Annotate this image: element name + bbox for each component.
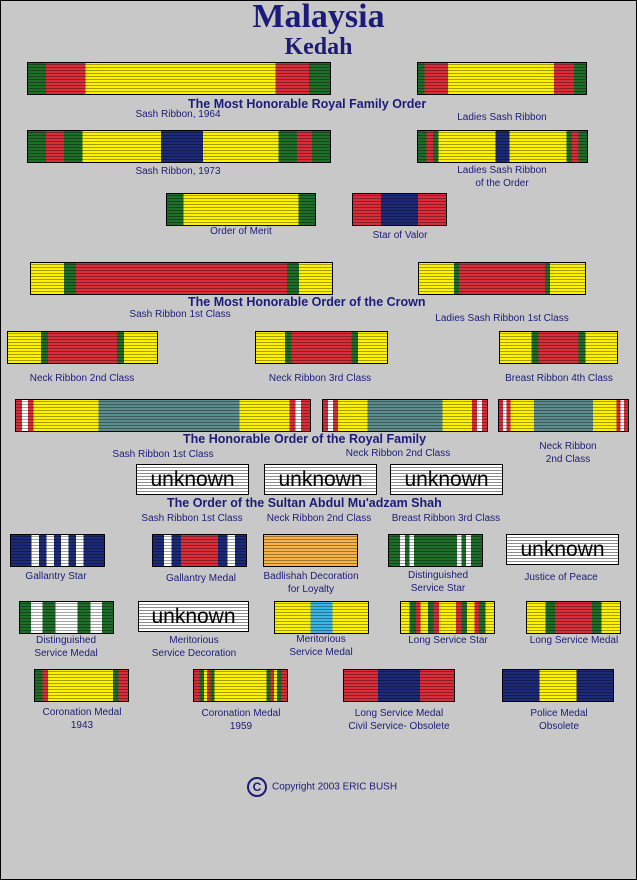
caption-sultan-sash-1st: Sash Ribbon 1st Class	[141, 513, 243, 524]
ribbon-meritorious-service-medal	[274, 601, 369, 634]
caption-police-medal: Police Medal Obsolete	[530, 708, 588, 732]
caption-royal-sash-1st: Sash Ribbon 1st Class	[112, 449, 214, 460]
ribbon-long-service-civil	[343, 669, 455, 702]
ribbon-long-service-star	[400, 601, 495, 634]
caption-distinguished-star: Distinguished Service Star	[407, 570, 469, 594]
unknown-ribbon-sultan-neck: unknown	[264, 464, 377, 495]
ribbon-royal-neck-2nd-b	[498, 399, 629, 432]
heading-royal-family-order: The Most Honorable Royal Family Order	[188, 97, 427, 111]
unknown-ribbon-sultan-breast: unknown	[390, 464, 503, 495]
heading-order-of-sultan: The Order of the Sultan Abdul Mu'adzam S…	[167, 496, 442, 510]
ribbon-gallantry-medal	[152, 534, 247, 567]
caption-royal-neck-2nd: Neck Ribbon 2nd Class	[345, 448, 451, 459]
heading-order-of-the-crown: The Most Honorable Order of the Crown	[188, 295, 426, 309]
heading-order-of-royal-family: The Honorable Order of the Royal Family	[183, 432, 427, 446]
caption-badlishah: Badlishah Decoration for Loyalty	[263, 571, 359, 595]
copyright-text: Copyright 2003 ERIC BUSH	[272, 781, 398, 793]
caption-crown-neck-2nd: Neck Ribbon 2nd Class	[29, 373, 135, 384]
ribbon-police-medal	[502, 669, 614, 702]
ribbon-crown-ladies-1st	[418, 262, 586, 295]
ribbon-royal-sash-1st	[15, 399, 311, 432]
caption-long-service-civil: Long Service Medal Civil Service- Obsole…	[348, 708, 450, 732]
caption-justice-of-peace: Justice of Peace	[524, 572, 598, 583]
ribbon-order-of-merit	[166, 193, 316, 226]
unknown-ribbon-justice-of-peace: unknown	[506, 534, 619, 565]
copyright-icon: C	[247, 777, 267, 797]
ribbon-star-of-valor	[352, 193, 447, 226]
caption-distinguished-medal: Distinguished Service Medal	[34, 635, 98, 659]
ribbon-ladies-sash-order	[417, 130, 588, 163]
ribbon-crown-sash-1st	[30, 262, 333, 295]
caption-sultan-breast-3rd: Breast Ribbon 3rd Class	[391, 513, 501, 524]
caption-crown-sash-1st: Sash Ribbon 1st Class	[129, 309, 231, 320]
caption-gallantry-star: Gallantry Star	[25, 571, 87, 582]
ribbon-crown-neck-2nd	[7, 331, 158, 364]
ribbon-distinguished-service-star	[388, 534, 483, 567]
page-title: Malaysia	[252, 0, 385, 35]
caption-meritorious-decoration: Meritorious Service Decoration	[151, 635, 237, 659]
ribbon-royal-neck-2nd	[322, 399, 488, 432]
ribbon-ladies-sash	[417, 62, 587, 95]
page-subtitle: Kedah	[284, 34, 353, 60]
caption-crown-breast-4th: Breast Ribbon 4th Class	[505, 373, 613, 384]
caption-royal-neck-2nd-b: Neck Ribbon 2nd Class	[539, 441, 597, 465]
caption-ladies-sash-order: Ladies Sash Ribbon of the Order	[457, 165, 547, 189]
caption-sash-1973: Sash Ribbon, 1973	[135, 166, 221, 177]
unknown-ribbon-sultan-sash: unknown	[136, 464, 249, 495]
caption-long-service-medal: Long Service Medal	[529, 635, 619, 646]
caption-sash-1964: Sash Ribbon, 1964	[135, 109, 221, 120]
ribbon-crown-neck-3rd	[255, 331, 388, 364]
caption-order-of-merit: Order of Merit	[210, 226, 272, 237]
ribbon-sash-1973	[27, 130, 331, 163]
ribbon-crown-breast-4th	[499, 331, 618, 364]
caption-crown-ladies-1st: Ladies Sash Ribbon 1st Class	[435, 313, 569, 324]
caption-sultan-neck-2nd: Neck Ribbon 2nd Class	[266, 513, 372, 524]
caption-gallantry-medal: Gallantry Medal	[165, 573, 237, 584]
caption-coronation-1943: Coronation Medal 1943	[42, 707, 122, 731]
caption-coronation-1959: Coronation Medal 1959	[201, 708, 281, 732]
caption-meritorious-medal: Meritorious Service Medal	[289, 634, 353, 658]
ribbon-coronation-1959	[193, 669, 288, 702]
copyright: C Copyright 2003 ERIC BUSH	[247, 777, 397, 797]
caption-long-service-star: Long Service Star	[408, 635, 488, 646]
ribbon-distinguished-service-medal	[19, 601, 114, 634]
ribbon-sash-1964	[27, 62, 331, 95]
ribbon-badlishah-decoration	[263, 534, 358, 567]
ribbon-coronation-1943	[34, 669, 129, 702]
caption-star-of-valor: Star of Valor	[372, 230, 428, 241]
ribbon-gallantry-star	[10, 534, 105, 567]
ribbon-long-service-medal	[526, 601, 621, 634]
caption-crown-neck-3rd: Neck Ribbon 3rd Class	[268, 373, 372, 384]
unknown-ribbon-meritorious-decoration: unknown	[138, 601, 249, 632]
caption-ladies-sash: Ladies Sash Ribbon	[457, 112, 547, 123]
